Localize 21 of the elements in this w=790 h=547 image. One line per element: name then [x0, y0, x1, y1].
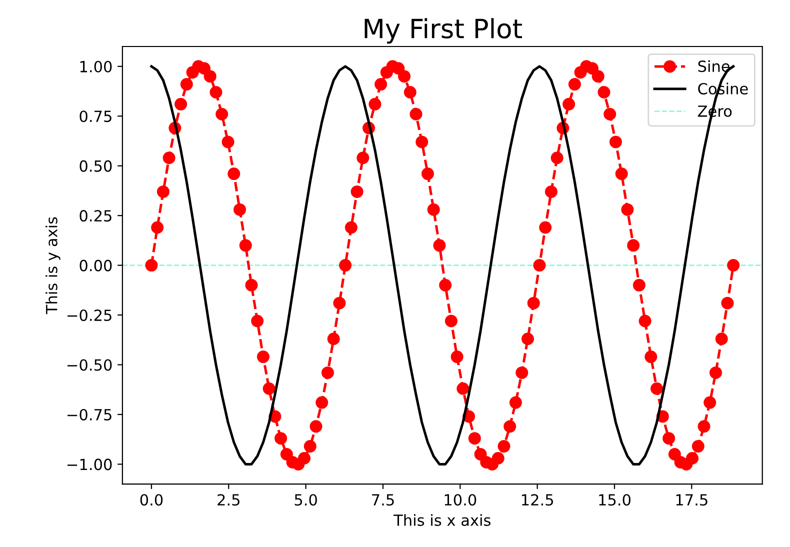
y-tick-label: −0.50	[68, 359, 112, 371]
y-axis-title: This is y axis	[46, 217, 60, 314]
y-tick-label: −0.25	[68, 309, 112, 322]
chart-title: My First Plot	[364, 18, 522, 44]
y-tick-label: 0.50	[80, 160, 112, 172]
x-tick-label: 2.5	[218, 494, 240, 506]
x-tick-label: 17.5	[676, 494, 708, 506]
x-tick-label: 7.5	[372, 494, 394, 506]
legend-label: Sine	[698, 60, 730, 72]
y-tick-label: 0.75	[80, 110, 112, 122]
y-tick-label: 0.25	[80, 210, 112, 222]
x-tick-label: 15.0	[599, 494, 630, 506]
y-tick-label: 1.00	[80, 60, 112, 72]
y-tick-label: 0.00	[80, 260, 112, 272]
x-axis-title: This is x axis	[394, 514, 490, 526]
x-tick-label: 5.0	[294, 494, 317, 506]
x-tick-label: 0.0	[140, 494, 163, 506]
y-tick-label: −0.75	[68, 408, 112, 420]
y-tick-label: −1.00	[68, 458, 112, 470]
x-tick-label: 10.0	[444, 494, 476, 506]
x-tick-label: 12.5	[522, 494, 553, 506]
